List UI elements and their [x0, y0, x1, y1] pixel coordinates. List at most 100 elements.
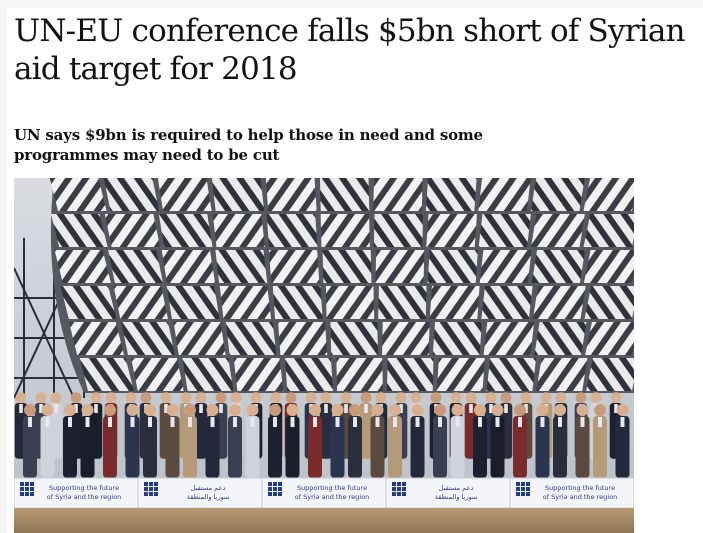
- delegate-body: [410, 416, 425, 478]
- delegate-shirt: [68, 417, 72, 427]
- banner-text-line2: of Syria and the region: [543, 493, 617, 501]
- delegate-shirt: [399, 404, 403, 413]
- dome-panel: [531, 214, 585, 247]
- delegate-body: [63, 416, 77, 478]
- delegate-shirt: [250, 417, 255, 427]
- delegate-shirt: [375, 417, 380, 427]
- delegate-shirt: [313, 417, 317, 427]
- dome-panel: [212, 214, 265, 247]
- dome-panel: [322, 250, 372, 283]
- dome-panel: [378, 286, 427, 319]
- banner-logo: [20, 482, 34, 496]
- delegate-body: [593, 416, 607, 478]
- dome-panel: [161, 250, 216, 283]
- dome-panel: [68, 322, 124, 355]
- delegate-head: [590, 392, 602, 403]
- delegate-shirt: [85, 417, 90, 427]
- delegate-head: [230, 392, 242, 403]
- delegate-shirt: [540, 417, 545, 427]
- banner-text-line1: Supporting the future: [49, 484, 119, 492]
- delegate-head: [500, 392, 512, 403]
- delegate-head: [15, 392, 27, 403]
- delegate-body: [433, 416, 447, 478]
- delegate-body: [359, 403, 373, 459]
- banner-text-line2: سوريا والمنطقة: [187, 493, 230, 501]
- delegate-shirt: [504, 404, 508, 413]
- delegate-head: [430, 392, 442, 403]
- dome-panel: [325, 286, 375, 319]
- delegate-head: [465, 392, 477, 403]
- delegate-head: [331, 404, 344, 416]
- dome-panel: [54, 250, 111, 283]
- delegate-body: [165, 416, 180, 478]
- delegate-body: [388, 416, 402, 478]
- dome-panel: [534, 322, 587, 355]
- dome-panel: [278, 322, 328, 355]
- delegate-head: [514, 404, 526, 416]
- delegate-head: [125, 392, 137, 403]
- delegate-body: [330, 416, 345, 478]
- banner-logo: [268, 482, 282, 496]
- delegate-body: [205, 416, 220, 478]
- delegate-shirt: [495, 417, 500, 427]
- dome-panel: [330, 322, 378, 355]
- delegate-head: [575, 392, 587, 403]
- delegate-shirt: [335, 417, 340, 427]
- dome-panel: [272, 286, 323, 319]
- delegate-shirt: [233, 417, 237, 427]
- banner-text-line1: دعم مستقبل: [439, 484, 474, 492]
- delegate-head: [375, 392, 387, 403]
- delegate-shirt: [455, 417, 460, 427]
- delegate-shirt: [130, 417, 135, 427]
- delegate-shirt: [478, 417, 482, 427]
- striped-dome: [49, 178, 634, 393]
- stage-edge: [14, 508, 634, 533]
- delegate-head: [594, 404, 606, 416]
- delegate-shirt: [524, 404, 528, 413]
- delegate-head: [340, 392, 352, 403]
- dome-panel: [531, 250, 586, 283]
- dome-panel: [583, 214, 634, 247]
- delegate-body: [473, 416, 487, 478]
- banner-text-line1: Supporting the future: [297, 484, 367, 492]
- delegate-head: [434, 404, 446, 416]
- delegate-body: [80, 416, 95, 478]
- delegate-shirt: [188, 417, 192, 427]
- dome-panel: [478, 178, 531, 211]
- delegate-body: [103, 416, 117, 478]
- dome-panel: [375, 250, 425, 283]
- dome-panel: [157, 178, 212, 211]
- delegate-head: [450, 392, 462, 403]
- delegate-body: [575, 416, 590, 478]
- delegates-group: [14, 392, 630, 478]
- delegate-head: [144, 404, 156, 416]
- delegate-shirt: [489, 404, 493, 413]
- dome-panel: [336, 358, 383, 391]
- dome-panel: [173, 322, 226, 355]
- delegate-head: [349, 404, 361, 416]
- dome-panel: [131, 358, 184, 391]
- photo-illustration: Supporting the future of Syria and the re…: [14, 178, 634, 533]
- dome-panel: [586, 358, 634, 391]
- dome-panel: [373, 214, 424, 247]
- dome-panel: [436, 358, 485, 391]
- delegate-shirt: [324, 404, 328, 413]
- delegate-body: [40, 416, 55, 478]
- dome-panel: [478, 214, 531, 247]
- delegate-body: [450, 416, 465, 478]
- delegate-shirt: [19, 404, 23, 413]
- delegate-shirt: [108, 417, 112, 427]
- delegate-head: [360, 392, 372, 403]
- delegate-head: [229, 404, 241, 416]
- delegate-head: [576, 404, 589, 416]
- dome-panel: [532, 286, 586, 319]
- delegate-head: [485, 392, 497, 403]
- dome-panel: [426, 214, 477, 247]
- dome-panel: [103, 178, 160, 211]
- dome-panel: [233, 358, 284, 391]
- article-photo: Supporting the future of Syria and the re…: [14, 178, 634, 533]
- dome-panel: [585, 322, 634, 355]
- delegate-body: [285, 416, 300, 478]
- banner-logo: [516, 482, 530, 496]
- delegate-head: [285, 392, 297, 403]
